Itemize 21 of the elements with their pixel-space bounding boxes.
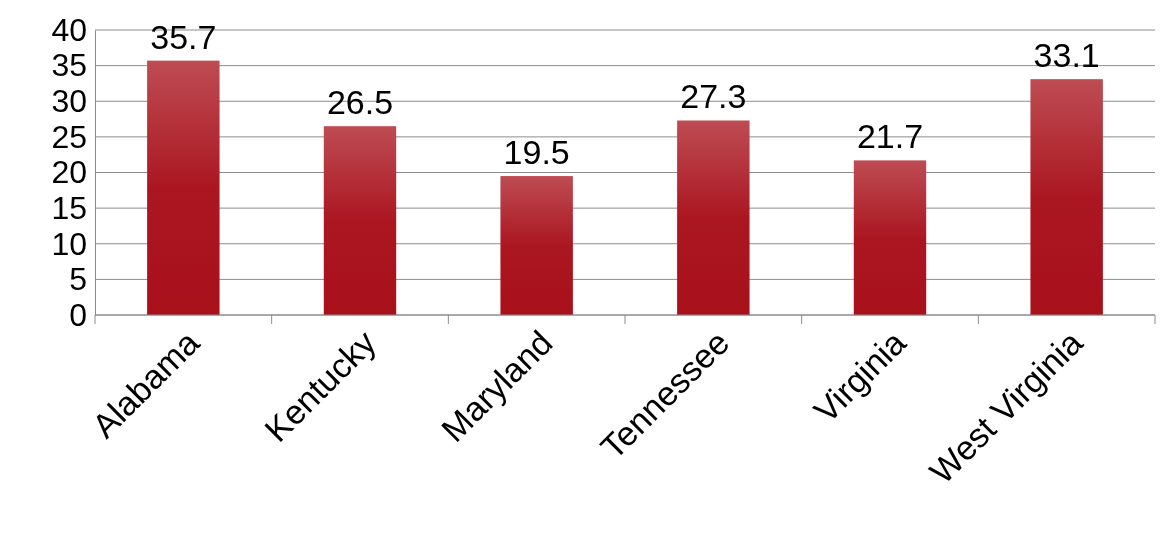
data-label: 19.5 xyxy=(503,133,570,172)
y-tick-label: 40 xyxy=(51,11,87,48)
bar xyxy=(677,120,750,315)
data-label: 35.7 xyxy=(150,17,217,56)
y-tick-label: 10 xyxy=(51,225,87,262)
bar xyxy=(1030,79,1103,315)
y-tick-label: 25 xyxy=(51,118,87,155)
bar xyxy=(500,176,573,315)
y-tick-label: 5 xyxy=(69,261,87,298)
bar xyxy=(853,160,927,315)
y-tick-label: 35 xyxy=(51,47,87,84)
data-label: 26.5 xyxy=(326,83,394,122)
data-label: 21.7 xyxy=(856,117,924,156)
bar xyxy=(147,60,220,315)
bar xyxy=(323,126,397,315)
y-tick-label: 30 xyxy=(51,82,87,119)
y-tick-label: 15 xyxy=(51,189,87,226)
data-label: 27.3 xyxy=(680,77,747,116)
y-tick-label: 20 xyxy=(51,154,87,191)
data-label: 33.1 xyxy=(1033,36,1100,75)
y-tick-label: 0 xyxy=(69,296,87,333)
